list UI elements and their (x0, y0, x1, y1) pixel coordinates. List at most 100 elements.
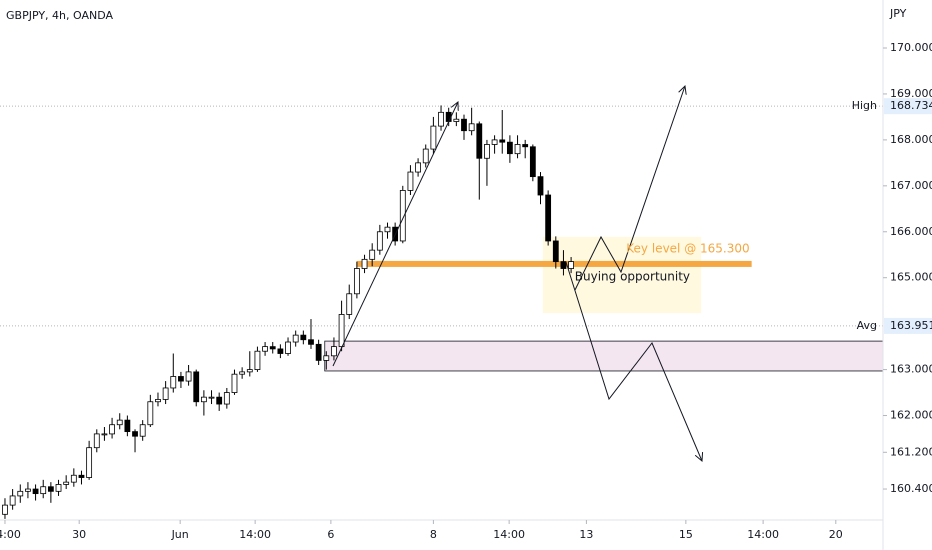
candle-body (353, 268, 360, 295)
candle-body (506, 141, 513, 155)
candle-body (193, 371, 200, 403)
candle-body (308, 339, 314, 345)
candle-body (499, 139, 506, 143)
x-tick-label: 14:00 (0, 528, 21, 541)
y-tick-label: 170.000 (890, 41, 932, 54)
candle-body (384, 226, 391, 233)
candle-body (315, 343, 322, 361)
candle-body (254, 350, 261, 370)
candle-body (476, 123, 483, 159)
candle-body (422, 148, 429, 164)
x-tick-label: Jun (171, 528, 189, 541)
candle-body (361, 258, 368, 269)
candle-body (545, 194, 552, 242)
candle-body (338, 314, 345, 348)
x-tick-label: 20 (829, 528, 843, 541)
candle-body (537, 176, 544, 196)
candle-body (162, 387, 169, 400)
candle-body (262, 346, 268, 352)
candle-body (369, 249, 376, 260)
x-tick-label: 14:00 (747, 528, 779, 541)
candle-body (86, 447, 93, 478)
candle-body (438, 111, 444, 127)
level-badge (884, 98, 932, 115)
candle-body (323, 355, 330, 361)
level-badge (884, 317, 932, 334)
candle-body (17, 490, 24, 497)
axis-unit: JPY (889, 7, 907, 20)
candle-body (246, 369, 253, 373)
candle-body (200, 396, 207, 403)
candle-body (147, 401, 154, 426)
bullish-scenario (574, 86, 685, 291)
candle-body (40, 486, 47, 495)
candle-body (453, 118, 460, 122)
y-tick-label: 163.000 (890, 363, 932, 376)
candle-body (522, 144, 529, 148)
candle-body (32, 488, 39, 495)
candle-body (109, 424, 115, 435)
level-value: 168.734 (890, 99, 932, 112)
candle-body (231, 373, 238, 393)
y-tick-label: 160.400 (890, 482, 932, 495)
candle-body (292, 334, 299, 343)
candle-body (216, 396, 223, 405)
candle-body (468, 123, 475, 132)
x-tick-label: 30 (72, 528, 86, 541)
candle-body (269, 346, 276, 350)
candle-body (132, 431, 138, 437)
candle-body (124, 419, 131, 433)
candle-body (78, 474, 85, 478)
candle-body (139, 424, 146, 437)
candle-body (208, 396, 215, 399)
candle-body (415, 162, 421, 173)
candle-body (560, 261, 567, 269)
candle-body (376, 231, 383, 251)
candle-body (484, 144, 490, 159)
y-tick-label: 166.000 (890, 225, 932, 238)
x-tick-label: 13 (579, 528, 593, 541)
impulse-arrow (332, 102, 458, 367)
y-tick-label: 165.000 (890, 271, 932, 284)
candle-body (491, 139, 498, 145)
candle-body (552, 240, 559, 263)
y-tick-label: 169.000 (890, 87, 932, 100)
y-tick-label: 168.000 (890, 133, 932, 146)
candle-body (47, 486, 54, 492)
key-level-label: Key level @ 165.300 (626, 241, 749, 255)
buy-zone-label: Buying opportunity (575, 269, 690, 283)
candle-body (568, 261, 574, 269)
level-name: Avg (857, 319, 877, 332)
candle-body (346, 293, 353, 315)
candle-body (55, 484, 62, 492)
x-tick-label: 8 (430, 528, 437, 541)
y-tick-label: 161.200 (890, 445, 932, 458)
candle-body (300, 334, 307, 341)
candle-body (116, 419, 123, 426)
demand-zone (324, 340, 884, 372)
candle-body (170, 376, 177, 389)
candle-body (185, 371, 192, 382)
candle-body (399, 190, 406, 242)
candle-body (9, 495, 16, 506)
candle-body (70, 474, 77, 483)
buy-zone (542, 236, 702, 314)
candle-body (331, 346, 337, 357)
candle-body (514, 144, 521, 155)
bearish-scenario (565, 261, 702, 461)
candle-body (407, 171, 414, 191)
candle-body (529, 146, 536, 178)
candle-body (430, 125, 437, 150)
candle-body (155, 399, 161, 403)
level-value: 163.951 (890, 319, 932, 332)
candle-body (223, 392, 230, 405)
y-tick-label: 162.000 (890, 409, 932, 422)
chart-title: GBPJPY, 4h, OANDA (6, 9, 114, 22)
x-tick-label: 6 (327, 528, 334, 541)
candle-body (277, 348, 284, 354)
candle-body (178, 376, 184, 382)
x-tick-label: 14:00 (239, 528, 271, 541)
candle-body (93, 433, 100, 449)
